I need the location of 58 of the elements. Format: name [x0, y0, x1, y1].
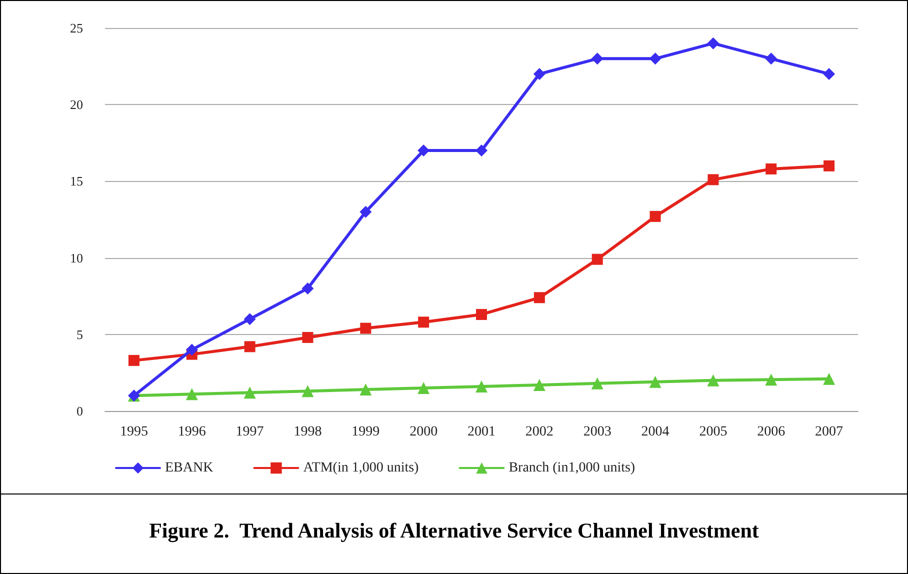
x-tick-label: 2005 [699, 424, 728, 440]
point [649, 376, 662, 388]
point [186, 388, 198, 400]
point [360, 384, 372, 396]
point [360, 206, 372, 218]
point [186, 344, 198, 356]
point [591, 52, 604, 65]
y-tick-label: 25 [70, 20, 83, 36]
x-tick-label: 2002 [525, 424, 554, 440]
x-tick-label: 1995 [120, 424, 148, 440]
legend-label: ATM(in 1,000 units) [303, 460, 420, 476]
point [823, 68, 836, 80]
point [766, 163, 777, 174]
point [476, 144, 488, 157]
point [302, 282, 314, 294]
legend-label: Branch (in1,000 units) [508, 460, 636, 476]
y-tick-label: 0 [76, 404, 83, 418]
point [533, 378, 546, 391]
y-tick-label: 15 [70, 174, 83, 189]
x-tick-label: 2006 [757, 424, 786, 440]
point [476, 380, 488, 392]
point [244, 386, 256, 399]
point [591, 377, 604, 390]
point [765, 374, 778, 386]
x-tick-label: 1998 [294, 424, 322, 440]
point [302, 332, 314, 343]
point [824, 160, 835, 172]
y-tick-label: 5 [76, 326, 83, 342]
x-tick-label: 2004 [641, 424, 670, 440]
point [765, 52, 778, 65]
point [592, 254, 603, 265]
x-tick-label: 2001 [468, 424, 496, 440]
point [476, 308, 487, 320]
x-tick-label: 1997 [236, 424, 264, 440]
point [418, 382, 430, 394]
point [244, 313, 256, 326]
x-tick-label: 2003 [583, 424, 612, 440]
x-tick-label: 2000 [410, 424, 438, 440]
point [707, 374, 720, 386]
x-tick-label: 1996 [178, 424, 206, 440]
text: Figure 2. Trend Analysis of Alternative Service Channel Investment [149, 518, 759, 542]
legend-label: EBANK [165, 460, 214, 476]
y-tick-label: 10 [70, 250, 83, 266]
point [534, 292, 545, 304]
point [823, 372, 836, 385]
point [708, 174, 719, 186]
point [128, 354, 140, 366]
x-tick-label: 1999 [352, 424, 380, 440]
point [360, 322, 372, 334]
point [650, 210, 661, 222]
point [302, 385, 314, 398]
point [418, 316, 430, 328]
x-tick-label: 2007 [815, 424, 844, 440]
point [649, 52, 662, 65]
y-tick-label: 20 [70, 97, 83, 112]
point [533, 68, 546, 80]
point [707, 37, 720, 50]
point [244, 341, 256, 352]
